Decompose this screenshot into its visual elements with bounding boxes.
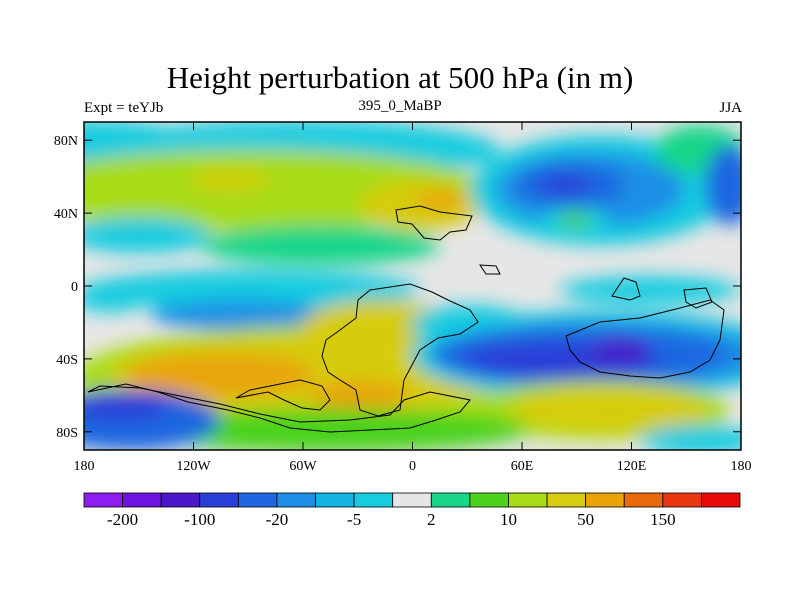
colorbar-label: 50 xyxy=(577,510,594,529)
y-tick-label: 40S xyxy=(56,353,78,368)
colorbar-box xyxy=(701,492,741,508)
y-tick-label: 0 xyxy=(71,280,78,295)
colorbar-box xyxy=(508,492,548,508)
colorbar-label: 150 xyxy=(650,510,676,529)
coastline-outlines xyxy=(87,205,725,433)
colorbar-box xyxy=(430,492,471,508)
y-tick-label: 80N xyxy=(54,134,78,149)
colorbar-box xyxy=(585,492,625,508)
colorbar-label: 2 xyxy=(427,510,436,529)
colorbar-label: 10 xyxy=(500,510,517,529)
colorbar-box xyxy=(160,492,201,508)
x-tick-label: 180 xyxy=(74,459,95,474)
experiment-label: Expt = teYJb xyxy=(84,100,164,116)
colorbar-label: -100 xyxy=(184,510,215,529)
colorbar-label: -20 xyxy=(266,510,289,529)
x-tick-label: 120W xyxy=(176,459,211,474)
colorbar-box xyxy=(662,492,702,508)
x-tick-label: 60W xyxy=(289,459,317,474)
colorbar-box xyxy=(392,492,432,508)
colorbar-box xyxy=(199,492,239,508)
colorbar-box xyxy=(353,492,394,508)
colorbar-box xyxy=(276,492,316,508)
axis-ticks: 80N 40N 0 40S 80S 180 120W 60W 0 60E 120E 180 xyxy=(54,122,752,474)
colorbar-box xyxy=(469,492,509,508)
colorbar-label: -5 xyxy=(347,510,361,529)
time-label: 395_0_MaBP xyxy=(358,98,442,114)
x-tick-label: 180 xyxy=(731,459,752,474)
plot-title: Height perturbation at 500 hPa (in m) xyxy=(166,60,634,95)
colorbar-box xyxy=(315,492,355,508)
contour-field xyxy=(84,122,741,450)
x-tick-label: 60E xyxy=(511,459,534,474)
x-tick-label: 120E xyxy=(617,459,647,474)
colorbar-box xyxy=(237,492,278,508)
colorbar-box xyxy=(546,492,587,508)
colorbar-box xyxy=(122,492,162,508)
colorbar-box xyxy=(83,492,123,508)
colorbar-label: -200 xyxy=(107,510,138,529)
y-tick-label: 80S xyxy=(56,426,78,441)
colorbar: -200 -100 -20 -5 2 10 50 150 xyxy=(83,492,741,529)
x-tick-label: 0 xyxy=(409,459,416,474)
colorbar-box xyxy=(623,492,664,508)
season-label: JJA xyxy=(719,100,742,116)
y-tick-label: 40N xyxy=(54,207,78,222)
